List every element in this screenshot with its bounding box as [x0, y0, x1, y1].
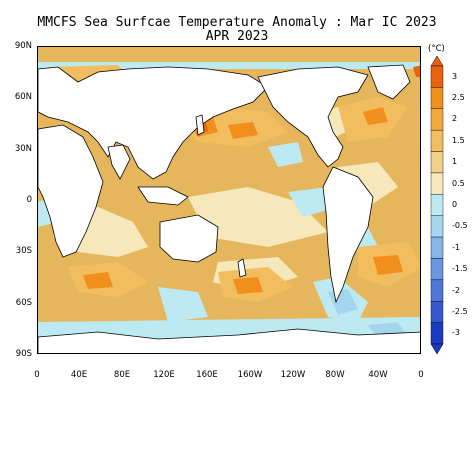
colorbar-tick-label: -2.5 [452, 306, 468, 316]
lon-label-80e: 80E [113, 370, 131, 380]
colorbar-tick-label: 1.5 [452, 135, 465, 145]
colorbar-max-arrow [430, 56, 444, 67]
lon-label-120w: 120W [280, 370, 306, 380]
colorbar-swatch [430, 172, 444, 195]
map-panel [37, 46, 421, 354]
lat-label-90n: 90N [14, 41, 32, 51]
colorbar-tick-label: -1.5 [452, 264, 468, 274]
colorbar-swatch [430, 322, 444, 345]
indonesia-landmass [137, 186, 189, 206]
lon-label-0-end: 0 [418, 370, 424, 380]
lon-label-0: 0 [34, 370, 40, 380]
lat-label-30n: 30N [14, 144, 32, 154]
colorbar-unit: (°C) [428, 44, 445, 54]
africa-landmass [38, 124, 104, 258]
colorbar-swatch [430, 279, 444, 302]
colorbar-swatch [430, 215, 444, 238]
colorbar-swatch [430, 129, 444, 152]
lon-label-80w: 80W [325, 370, 345, 380]
australia-landmass [159, 214, 219, 263]
new-zealand-landmass [237, 258, 247, 278]
colorbar-tick-label: -3 [452, 328, 460, 338]
lon-label-160w: 160W [237, 370, 263, 380]
colorbar-swatch [430, 151, 444, 174]
colorbar-tick-label: 0.5 [452, 178, 465, 188]
colorbar-swatch [430, 236, 444, 259]
colorbar-tick-label: 1 [452, 157, 458, 167]
map-subtitle: APR 2023 [205, 29, 269, 44]
lon-label-40w: 40W [368, 370, 388, 380]
india-landmass [107, 144, 131, 180]
colorbar-swatch [430, 65, 444, 88]
north-america-landmass [257, 66, 369, 168]
colorbar-tick-label: -1 [452, 242, 460, 252]
lon-label-40e: 40E [70, 370, 88, 380]
south-america-landmass [322, 166, 374, 304]
eurasia-landmass [38, 66, 269, 180]
japan-landmass [195, 114, 205, 136]
map-title: MMCFS Sea Surfcae Temperature Anomaly : … [37, 15, 437, 30]
lat-label-90s: 90S [15, 349, 32, 359]
lon-label-160e: 160E [196, 370, 218, 380]
colorbar-swatch [430, 108, 444, 131]
colorbar-tick-label: 3 [452, 71, 458, 81]
colorbar-tick-label: -0.5 [452, 221, 468, 231]
colorbar-swatch [430, 87, 444, 109]
colorbar-swatch [430, 194, 444, 216]
lat-label-60s: 60S [15, 298, 32, 308]
lat-label-eq: 0 [26, 195, 32, 205]
continents [38, 64, 420, 353]
greenland-landmass [367, 64, 411, 100]
colorbar-min-arrow [430, 343, 444, 354]
colorbar-tick-label: -2 [452, 285, 460, 295]
colorbar-tick-label: 0 [452, 200, 458, 209]
colorbar-tick-label: 2.5 [452, 93, 465, 103]
colorbar-tick-label: 2 [452, 114, 458, 124]
colorbar-swatch [430, 301, 444, 323]
colorbar [430, 56, 444, 354]
antarctica-landmass [38, 328, 420, 353]
lon-label-120e: 120E [153, 370, 175, 380]
lat-label-30s: 30S [15, 246, 32, 256]
colorbar-swatch [430, 258, 444, 281]
sst-anomaly-map [38, 47, 420, 353]
lat-label-60n: 60N [14, 92, 32, 102]
